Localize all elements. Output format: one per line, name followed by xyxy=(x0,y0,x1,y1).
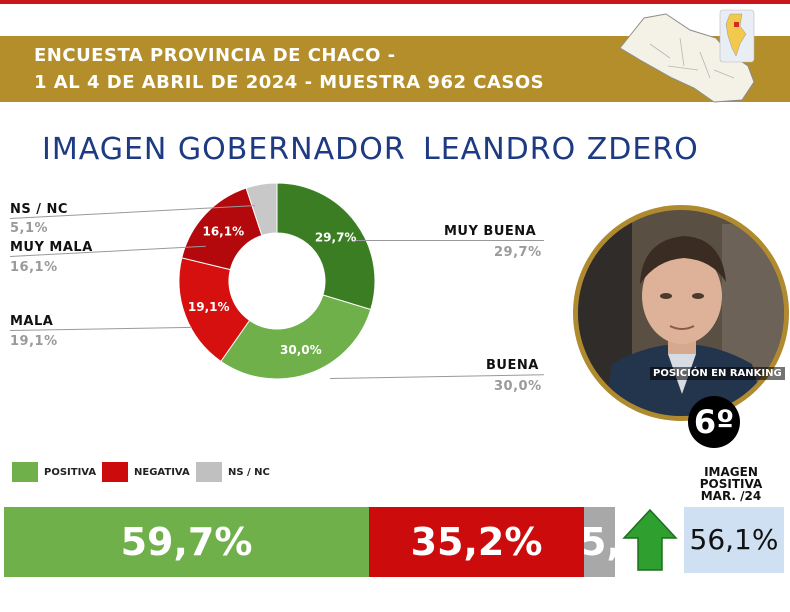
up-arrow-icon xyxy=(622,508,678,571)
label-mala: MALA xyxy=(10,314,54,329)
governor-photo xyxy=(573,205,789,421)
legend-swatch-negativa xyxy=(102,462,128,482)
bar-segment-negativa: 35,2% xyxy=(369,507,584,577)
donut-data-label: 29,7% xyxy=(315,231,357,245)
donut-data-label: 30,0% xyxy=(280,343,322,357)
legend-label-negativa: NEGATIVA xyxy=(134,467,190,478)
label-muy-mala: MUY MALA xyxy=(10,240,93,255)
ranking-label: POSICIÓN EN RANKING xyxy=(650,367,785,380)
legend-swatch-positiva xyxy=(12,462,38,482)
bar-data-label: 5,1 xyxy=(584,520,615,564)
donut-data-label: 16,1% xyxy=(202,225,244,239)
label-nsnc: NS / NC xyxy=(10,202,68,217)
label-buena: BUENA xyxy=(486,358,539,373)
chaco-map-icon xyxy=(619,9,755,103)
value-nsnc: 5,1% xyxy=(10,221,49,236)
value-muy-mala: 16,1% xyxy=(10,260,58,275)
donut-slice-buena xyxy=(220,294,372,380)
governor-name: LEANDRO ZDERO xyxy=(423,132,699,167)
top-accent-line xyxy=(0,0,790,4)
bar-data-label: 35,2% xyxy=(410,520,543,564)
label-muy-buena: MUY BUENA xyxy=(444,224,537,239)
bar-segment-ns-nc: 5,1 xyxy=(584,507,615,577)
previous-image-title: IMAGEN POSITIVA MAR. /24 xyxy=(686,466,776,502)
donut-slice-mala xyxy=(178,257,251,363)
donut-slice-ns-nc xyxy=(245,182,278,237)
value-buena: 30,0% xyxy=(494,379,542,394)
legend-swatch-nsnc xyxy=(196,462,222,482)
donut-chart: 29,7% 30,0% 19,1% 16,1% xyxy=(178,182,376,380)
header-line-2: 1 AL 4 DE ABRIL DE 2024 - MUESTRA 962 CA… xyxy=(34,72,545,93)
previous-image-value: 56,1% xyxy=(684,507,784,573)
previous-title-line-3: MAR. /24 xyxy=(700,489,762,503)
header-line-1: ENCUESTA PROVINCIA DE CHACO - xyxy=(34,45,396,66)
value-mala: 19,1% xyxy=(10,334,58,349)
value-muy-buena: 29,7% xyxy=(494,245,542,260)
bar-data-label: 59,7% xyxy=(120,520,253,564)
previous-title-line-2: POSITIVA xyxy=(699,477,763,491)
ranking-position: 6º xyxy=(688,396,740,448)
legend-label-positiva: POSITIVA xyxy=(44,467,97,478)
donut-data-label: 19,1% xyxy=(188,300,230,314)
chart-title: IMAGEN GOBERNADOR xyxy=(42,132,406,167)
legend-label-nsnc: NS / NC xyxy=(228,467,270,478)
leader-line-muy-buena xyxy=(356,240,544,241)
previous-title-line-1: IMAGEN xyxy=(704,465,758,479)
bar-segment-positiva: 59,7% xyxy=(4,507,369,577)
donut-slice-muy-buena xyxy=(276,182,376,311)
